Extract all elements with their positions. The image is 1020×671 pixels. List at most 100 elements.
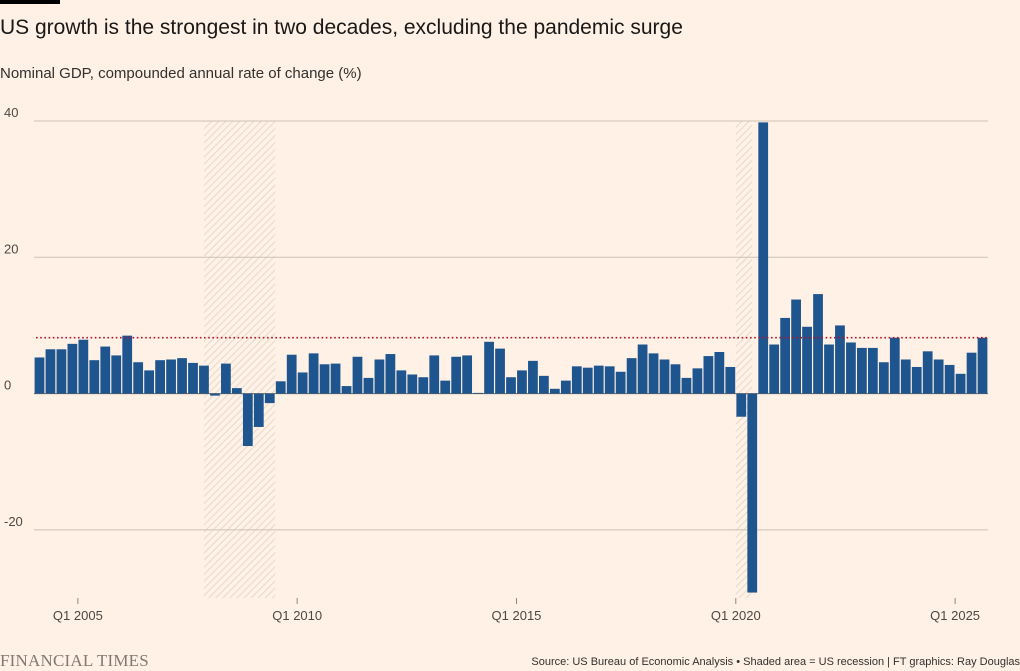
bar bbox=[484, 341, 494, 394]
bar bbox=[560, 380, 571, 394]
bar bbox=[769, 344, 780, 394]
bar bbox=[692, 368, 703, 394]
recession-shading-layer bbox=[203, 121, 753, 598]
x-tick-label: Q1 2025 bbox=[930, 608, 980, 623]
ft-top-bar bbox=[0, 0, 60, 4]
bar bbox=[725, 366, 736, 394]
bar bbox=[582, 367, 593, 394]
bar bbox=[889, 337, 900, 394]
bar bbox=[429, 355, 440, 394]
bar bbox=[867, 347, 878, 394]
bar bbox=[418, 377, 429, 394]
bar bbox=[451, 356, 462, 394]
bar bbox=[736, 393, 747, 417]
bar bbox=[659, 359, 670, 394]
bar bbox=[144, 370, 155, 394]
bar bbox=[407, 374, 418, 394]
bar bbox=[199, 365, 209, 394]
bar bbox=[747, 393, 758, 593]
bar bbox=[944, 364, 955, 394]
bar bbox=[615, 371, 626, 394]
bar bbox=[495, 348, 505, 394]
ft-logo: FINANCIAL TIMES bbox=[0, 651, 149, 670]
bar bbox=[933, 359, 944, 394]
bar bbox=[385, 354, 396, 394]
bar bbox=[67, 343, 78, 394]
bar bbox=[111, 355, 122, 394]
bar bbox=[911, 366, 922, 394]
bar bbox=[604, 366, 615, 394]
bar bbox=[473, 392, 483, 394]
y-tick-label: 40 bbox=[4, 105, 18, 120]
bar bbox=[352, 356, 363, 394]
bar bbox=[528, 360, 538, 394]
x-tick-label: Q1 2005 bbox=[53, 608, 103, 623]
bar bbox=[857, 347, 867, 394]
bar bbox=[440, 380, 451, 394]
bar bbox=[571, 366, 582, 394]
bar bbox=[966, 352, 977, 394]
bar bbox=[210, 393, 220, 396]
bar bbox=[221, 363, 231, 394]
bar bbox=[791, 299, 801, 394]
bar bbox=[977, 337, 988, 394]
gridlines-layer: 40 20 0 -20 bbox=[4, 105, 988, 531]
bar bbox=[122, 335, 133, 394]
bar bbox=[813, 294, 823, 394]
bar bbox=[253, 393, 264, 427]
bar bbox=[56, 349, 67, 394]
bar bbox=[846, 342, 856, 394]
bar bbox=[396, 370, 407, 394]
bar bbox=[275, 381, 286, 394]
bar bbox=[780, 317, 791, 394]
bar bbox=[78, 339, 89, 394]
bar bbox=[758, 122, 769, 394]
bar bbox=[637, 344, 648, 394]
bar bbox=[922, 351, 933, 394]
bar bbox=[703, 356, 714, 394]
chart-title: US growth is the strongest in two decade… bbox=[0, 16, 683, 39]
bar bbox=[363, 377, 374, 394]
bar bbox=[878, 362, 889, 394]
bar bbox=[297, 372, 308, 394]
bar bbox=[34, 357, 45, 394]
y-tick-label: 0 bbox=[4, 378, 11, 393]
bar bbox=[188, 362, 198, 394]
bar bbox=[900, 359, 911, 394]
bar bbox=[955, 373, 966, 394]
bar bbox=[670, 364, 681, 394]
bar bbox=[166, 359, 176, 394]
bar bbox=[100, 346, 111, 394]
bar bbox=[330, 363, 341, 394]
bar bbox=[341, 386, 352, 394]
source-note: Source: US Bureau of Economic Analysis •… bbox=[531, 656, 1020, 668]
bar bbox=[242, 393, 253, 447]
bar bbox=[593, 365, 604, 394]
bar bbox=[133, 362, 144, 394]
bar bbox=[319, 364, 330, 394]
bar bbox=[308, 353, 319, 394]
bar bbox=[802, 326, 812, 394]
recession-shade-0 bbox=[203, 121, 276, 598]
bar bbox=[714, 352, 725, 394]
bar bbox=[835, 325, 845, 394]
bar bbox=[231, 388, 242, 394]
x-axis-layer: Q1 2005 Q1 2010 Q1 2015 Q1 2020 Q1 2025 bbox=[53, 598, 980, 623]
bar bbox=[506, 377, 516, 394]
bar bbox=[648, 353, 659, 394]
bar bbox=[681, 377, 692, 394]
bar bbox=[539, 375, 549, 394]
bar bbox=[264, 393, 275, 404]
bar bbox=[626, 358, 637, 394]
bar bbox=[374, 359, 385, 394]
chart-subtitle: Nominal GDP, compounded annual rate of c… bbox=[0, 65, 362, 82]
bar bbox=[462, 355, 473, 394]
bar bbox=[155, 360, 165, 394]
bars-layer bbox=[34, 122, 988, 593]
x-tick-label: Q1 2015 bbox=[492, 608, 542, 623]
bar bbox=[517, 370, 527, 394]
y-tick-label: -20 bbox=[4, 514, 23, 529]
x-tick-label: Q1 2010 bbox=[272, 608, 322, 623]
bar bbox=[89, 360, 100, 394]
